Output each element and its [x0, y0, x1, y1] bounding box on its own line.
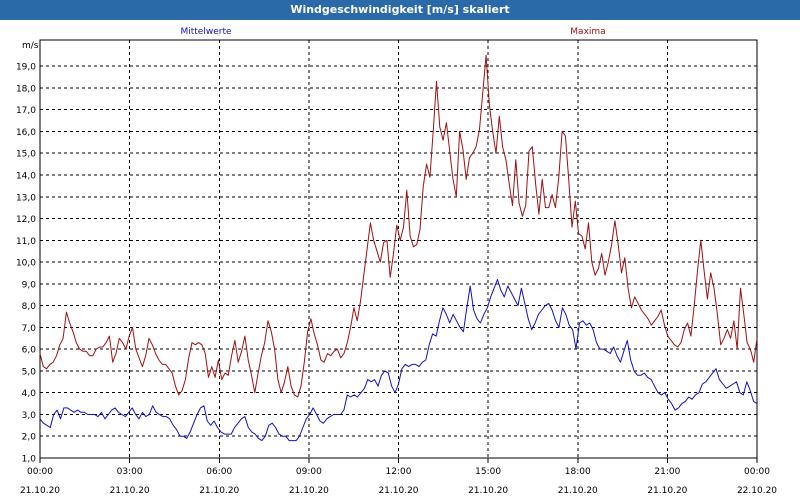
x-tick-time: 03:00	[117, 467, 143, 477]
y-tick-label: 6,0	[22, 346, 37, 356]
axes	[39, 39, 758, 463]
x-tick-date: 21.10.20	[468, 486, 508, 496]
y-axis-unit-label: m/s	[22, 41, 39, 51]
y-tick-label: 15,0	[16, 150, 36, 160]
y-tick-label: 10,0	[16, 259, 36, 269]
x-tick-time: 06:00	[206, 467, 232, 477]
x-tick-date: 22.10.20	[737, 486, 777, 496]
y-tick-label: 8,0	[22, 302, 37, 312]
y-tick-label: 2,0	[22, 433, 37, 443]
y-tick-label: 4,0	[22, 389, 37, 399]
x-tick-time: 18:00	[565, 467, 591, 477]
x-tick-time: 00:00	[27, 467, 53, 477]
x-tick-date: 21.10.20	[110, 486, 150, 496]
x-tick-time: 12:00	[386, 467, 412, 477]
y-tick-label: 16,0	[16, 128, 36, 138]
x-tick-date: 21.10.20	[199, 486, 239, 496]
y-tick-label: 13,0	[16, 193, 36, 203]
legend-mittelwerte: Mittelwerte	[180, 27, 231, 37]
x-tick-date: 21.10.20	[558, 486, 598, 496]
y-tick-label: 5,0	[22, 367, 37, 377]
y-tick-label: 17,0	[16, 106, 36, 116]
series-lines	[39, 54, 758, 442]
x-tick-date: 21.10.20	[647, 486, 687, 496]
wind-speed-chart: 1,0 2,0 3,0 4,0 5,0 6,0 7,0 8,0 9,0 10,0 11,0 12,0 1…	[16, 27, 777, 496]
y-tick-label: 1,0	[22, 455, 37, 465]
series-mittelwerte-line	[39, 279, 758, 442]
chart-area: 1,0 2,0 3,0 4,0 5,0 6,0 7,0 8,0 9,0 10,0 11,0 12,0 1…	[0, 20, 800, 500]
y-tick-label: 18,0	[16, 84, 36, 94]
x-tick-time: 21:00	[654, 467, 680, 477]
x-tick-date: 21.10.20	[20, 486, 60, 496]
y-tick-label: 14,0	[16, 171, 36, 181]
x-tick-date: 21.10.20	[378, 486, 418, 496]
y-tick-label: 3,0	[22, 411, 37, 421]
series-maxima-line	[39, 54, 758, 398]
y-tick-label: 19,0	[16, 63, 36, 73]
grid	[40, 40, 757, 459]
axis-labels: 1,0 2,0 3,0 4,0 5,0 6,0 7,0 8,0 9,0 10,0 11,0 12,0 1…	[16, 63, 777, 496]
y-tick-label: 9,0	[22, 280, 37, 290]
legend-maxima: Maxima	[570, 27, 605, 37]
x-tick-time: 09:00	[296, 467, 322, 477]
plot-frame	[39, 39, 758, 459]
y-tick-label: 11,0	[16, 237, 36, 247]
y-tick-label: 12,0	[16, 215, 36, 225]
y-tick-label: 7,0	[22, 324, 37, 334]
chart-title: Windgeschwindigkeit [m/s] skaliert	[0, 0, 800, 20]
x-tick-time: 00:00	[744, 467, 770, 477]
x-tick-time: 15:00	[475, 467, 501, 477]
x-tick-date: 21.10.20	[289, 486, 329, 496]
